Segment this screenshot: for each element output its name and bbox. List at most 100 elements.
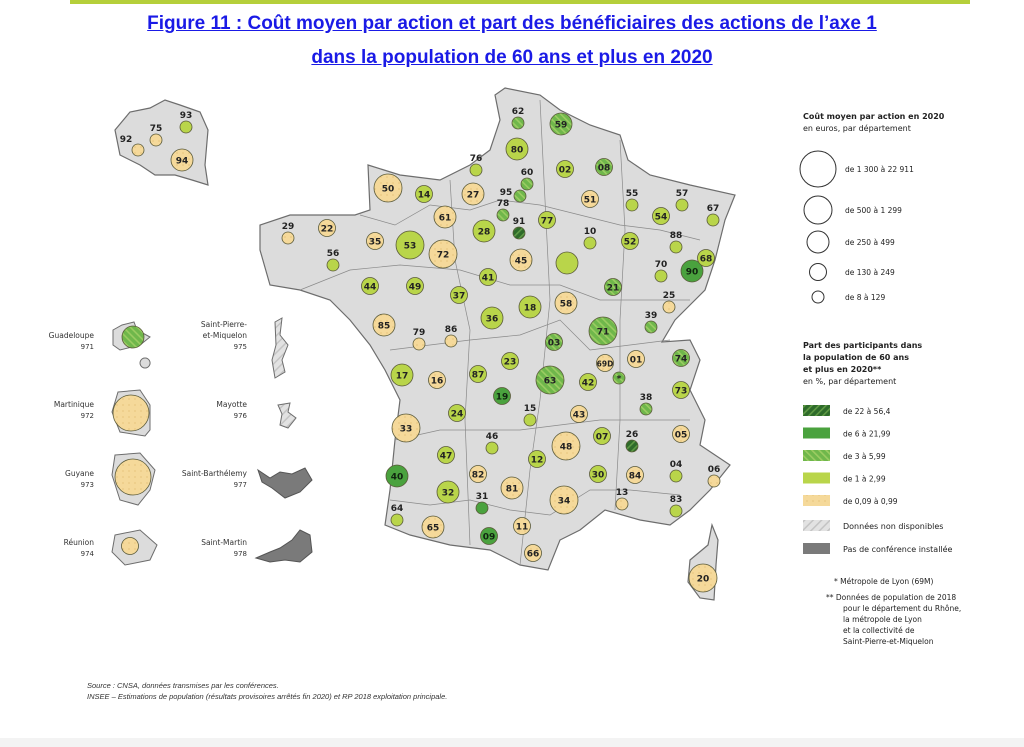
overseas-971: Guadeloupe 971 [49,325,145,351]
department-label: 88 [670,231,683,241]
department-label: 21 [607,284,620,294]
overseas-circle [114,458,152,496]
overseas-name: Saint-Barthélemy [182,469,248,478]
department-label: 91 [513,217,526,227]
department-label: 81 [506,485,519,495]
department-label: 48 [560,443,573,453]
department-59: 59 [549,112,573,136]
legend-share-swatch [803,405,830,416]
department-52: 52 [621,232,639,250]
department-62: 62 [511,107,525,130]
bottom-bar [0,738,1024,747]
department-04: 04 [669,460,683,483]
department-circle [612,371,626,385]
department-circle [588,316,618,346]
department-95: 95 [500,188,527,203]
department-circle [707,474,721,488]
department-circle [524,544,542,562]
overseas-name: Saint-Pierre- [201,320,247,329]
department-label: 74 [675,355,688,365]
legend-note-2-3: la métropole de Lyon [843,615,922,624]
overseas-name: Guadeloupe [49,331,95,340]
department-37: 37 [450,286,468,304]
department-label: 93 [180,111,193,121]
legend-note-2-4: et la collectivité de [843,626,915,635]
department-circle [593,427,611,445]
saint-barthelemy-shape [257,467,313,499]
overseas-975: Saint-Pierre-et-Miquelon 975 [201,320,247,351]
department-circle [361,277,379,295]
department-label: 53 [404,242,417,252]
department-circle [513,189,527,203]
department-circle [436,480,460,504]
department-67: 67 [706,204,720,227]
department-23: 23 [501,352,519,370]
department-circle [579,373,597,391]
department-64: 64 [390,504,404,527]
department-circle [461,182,485,206]
department-label: 69D [597,360,614,369]
department-94: 94 [170,148,194,172]
department-circle [555,251,579,275]
department-01: 01 [627,350,645,368]
department-borders [299,99,701,566]
legend-note-1: * Métropole de Lyon (69M) [834,577,933,586]
department-label: 72 [437,251,450,261]
legend-cost-subtitle: en euros, par département [803,123,911,133]
legend-share-swatch [803,472,830,484]
department-circle [625,439,639,453]
department-circle [627,350,645,368]
department-10: 10 [583,227,597,250]
overseas-code: 971 [81,343,94,351]
department-71: 71 [588,316,618,346]
source-line-2: INSEE – Estimations de population (résul… [87,692,448,701]
department-label: 45 [515,257,528,267]
source-line-1: Source : CNSA, données transmises par le… [87,681,279,690]
department-circle [520,177,534,191]
department-label: 67 [707,204,720,214]
department-86: 86 [444,325,458,348]
department-label: 65 [427,524,440,534]
department-circle [500,476,524,500]
department-circle [669,240,683,254]
department-label: 79 [413,328,426,338]
legend-no-conf-label: Pas de conférence installée [843,544,953,554]
overseas-circle [121,325,145,349]
department-label: 70 [655,260,668,270]
department-15: 15 [523,404,537,427]
department-label: 55 [626,189,639,199]
department-72: 72 [428,239,458,269]
department-label: 83 [670,495,683,505]
department-label: 05 [675,431,688,441]
department-70: 70 [654,260,668,283]
department-label: 76 [470,154,483,164]
legend-cost-label: de 250 à 499 [845,238,895,247]
overseas-code: 972 [81,412,94,420]
legend-na-label: Données non disponibles [843,521,943,531]
overseas-976: Mayotte 976 [216,400,247,420]
department-label: 87 [472,371,485,381]
department-label: 43 [573,411,586,421]
department-label: 66 [527,550,540,560]
department-label: 90 [686,268,699,278]
department-31: 31 [475,492,489,515]
department-label: 39 [645,311,658,321]
department-32: 32 [436,480,460,504]
department-circle [583,236,597,250]
department-label: 75 [150,124,163,134]
legend-cost-label: de 1 300 à 22 911 [845,165,914,174]
legend-cost-circle [811,290,825,304]
department-circle [469,163,483,177]
department-circle [604,278,622,296]
department-81: 81 [500,476,524,500]
department-22: 22 [318,219,336,237]
department-83: 83 [669,495,683,518]
department-label: 80 [511,146,524,156]
overseas-circle [112,394,150,432]
overseas-name: Martinique [54,400,95,409]
department-20: 20 [688,563,718,593]
department-02: 02 [556,160,574,178]
department-label: 44 [364,283,377,293]
department-circle [149,133,163,147]
department-circle [372,313,396,337]
